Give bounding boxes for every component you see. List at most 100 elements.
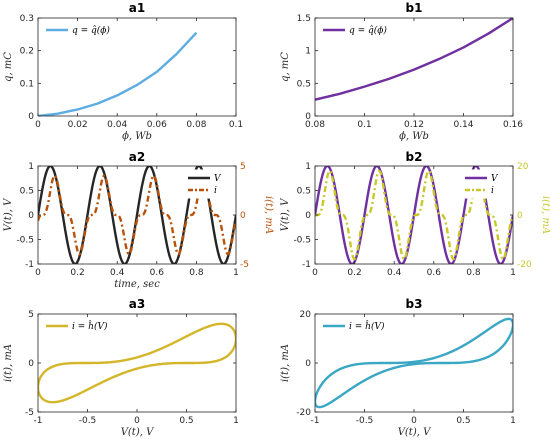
y-tick-label: -20 bbox=[296, 408, 311, 418]
x-tick-label: 0 bbox=[134, 416, 140, 426]
x-tick-label: 0 bbox=[35, 268, 41, 278]
legend-box bbox=[460, 169, 510, 199]
y-tick-label: 0.1 bbox=[20, 79, 34, 89]
chart-title: b1 bbox=[406, 1, 423, 15]
y-axis-label: i(t), mA bbox=[3, 344, 14, 382]
legend-label: q = q̂(ϕ) bbox=[72, 25, 110, 36]
x-tick-label: 0.5 bbox=[179, 416, 193, 426]
chart-title: a3 bbox=[129, 297, 145, 311]
legend: q = q̂(ϕ) bbox=[318, 21, 416, 39]
y-tick-label: 5 bbox=[28, 310, 34, 320]
y-right-tick-label: 5 bbox=[240, 162, 246, 172]
x-tick-label: 0.08 bbox=[305, 120, 325, 130]
chart-b3: b3 -1 -0.5 0 0.5 1 -20 0 20 V(t), V i(t), mA i = ĥ… bbox=[280, 297, 516, 438]
y-axis-label: i(t), mA bbox=[280, 344, 291, 382]
chart-a3: a3 -1 -0.5 0 0.5 1 -5 0 5 V(t), V i(t), mA i = ĥ(V… bbox=[3, 297, 239, 438]
y-axis-label: q, mC bbox=[280, 52, 291, 82]
y-axis-label: q, mC bbox=[3, 52, 14, 82]
y-tick-label: 0 bbox=[305, 112, 311, 122]
x-tick-label: 0.4 bbox=[387, 268, 402, 278]
series-line-curve bbox=[38, 31, 198, 116]
x-tick-label: 0.02 bbox=[68, 120, 88, 130]
legend-label: i = ĥ(V) bbox=[72, 320, 108, 332]
legend-box bbox=[318, 317, 416, 335]
x-tick-label: 0 bbox=[35, 120, 41, 130]
y-right-tick-label: -5 bbox=[240, 260, 249, 270]
y-tick-label: 20 bbox=[300, 310, 312, 320]
series-line-curve bbox=[315, 317, 513, 409]
y-tick-label: -0.5 bbox=[293, 236, 311, 246]
x-axis-label: ϕ, Wb bbox=[122, 131, 152, 142]
y-tick-label: 0 bbox=[305, 359, 311, 369]
y-tick-label: -0.5 bbox=[16, 236, 34, 246]
y-tick-label: 0 bbox=[305, 211, 311, 221]
y-tick-label: 1 bbox=[305, 47, 311, 57]
x-axis-label: V(t), V bbox=[398, 427, 432, 438]
y-tick-label: 0.2 bbox=[20, 47, 34, 57]
y-right-tick-label: 0 bbox=[240, 211, 246, 221]
x-tick-label: -0.5 bbox=[79, 416, 97, 426]
chart-title: a1 bbox=[129, 1, 145, 15]
x-tick-label: 0 bbox=[312, 268, 318, 278]
y-tick-label: -5 bbox=[25, 408, 34, 418]
series-line-curve bbox=[38, 322, 236, 404]
series-line-curve bbox=[315, 18, 513, 101]
chart-b1: b1 0.08 0.1 0.12 0.14 0.16 0 0.5 1 1.5 ϕ, Wb q, mC q… bbox=[280, 1, 523, 142]
x-tick-label: 0.6 bbox=[427, 268, 442, 278]
legend-box bbox=[41, 21, 139, 39]
x-tick-label: -0.5 bbox=[356, 416, 374, 426]
y-right-tick-label: 0 bbox=[517, 211, 523, 221]
x-tick-label: 0.08 bbox=[186, 120, 206, 130]
x-tick-label: 0.2 bbox=[70, 268, 84, 278]
legend: q = q̂(ϕ) bbox=[41, 21, 139, 39]
x-tick-label: 0.8 bbox=[189, 268, 204, 278]
x-tick-label: 0 bbox=[411, 416, 417, 426]
x-tick-label: 0.5 bbox=[456, 416, 470, 426]
y-tick-label: 0.5 bbox=[297, 79, 311, 89]
y-axis-label: V(t), V bbox=[3, 197, 14, 231]
x-tick-label: 1 bbox=[233, 416, 239, 426]
x-tick-label: 0.1 bbox=[357, 120, 371, 130]
x-tick-label: 0.4 bbox=[110, 268, 125, 278]
y-right-tick-label: 20 bbox=[517, 162, 529, 172]
legend-label: i bbox=[214, 186, 217, 196]
x-axis-label: time, sec bbox=[114, 279, 160, 290]
y-tick-label: -1 bbox=[302, 260, 311, 270]
chart-title: a2 bbox=[129, 150, 145, 164]
y-tick-label: -1 bbox=[25, 260, 34, 270]
x-tick-label: 0.04 bbox=[107, 120, 127, 130]
x-tick-label: 0.12 bbox=[404, 120, 424, 130]
x-tick-label: 0.06 bbox=[147, 120, 167, 130]
y-tick-label: 1 bbox=[28, 162, 34, 172]
legend: Vi bbox=[460, 169, 510, 199]
x-tick-label: 0.1 bbox=[229, 120, 243, 130]
x-tick-label: 0.2 bbox=[347, 268, 361, 278]
chart-a1: a1 0 0.02 0.04 0.06 0.08 0.1 0 0.1 0.2 0.3 ϕ, Wb q, … bbox=[3, 1, 243, 142]
chart-title: b3 bbox=[406, 297, 423, 311]
y-axis-label: V(t), V bbox=[280, 197, 291, 231]
y-tick-label: 0.3 bbox=[20, 14, 34, 24]
y-tick-label: 1.5 bbox=[297, 14, 311, 24]
legend-box bbox=[318, 21, 416, 39]
legend-box bbox=[183, 169, 233, 199]
axes-box bbox=[37, 17, 237, 117]
x-tick-label: 1 bbox=[233, 268, 239, 278]
x-tick-label: 0.6 bbox=[150, 268, 165, 278]
chart-title: b2 bbox=[406, 150, 423, 164]
y-tick-label: 0 bbox=[28, 112, 34, 122]
x-axis-label: V(t), V bbox=[121, 427, 155, 438]
x-tick-label: 0.14 bbox=[453, 120, 473, 130]
x-tick-label: 1 bbox=[510, 268, 516, 278]
y-right-axis-label: i(t), mA bbox=[540, 196, 550, 234]
y-right-axis-label: i(t), mA bbox=[263, 196, 274, 234]
x-tick-label: -1 bbox=[34, 416, 43, 426]
y-tick-label: 0.5 bbox=[20, 187, 34, 197]
legend-box bbox=[41, 317, 139, 335]
y-tick-label: 0.5 bbox=[297, 187, 311, 197]
y-tick-label: 1 bbox=[305, 162, 311, 172]
legend-label: i bbox=[491, 186, 494, 196]
y-right-tick-label: -20 bbox=[517, 260, 532, 270]
legend-label: q = q̂(ϕ) bbox=[349, 25, 387, 36]
